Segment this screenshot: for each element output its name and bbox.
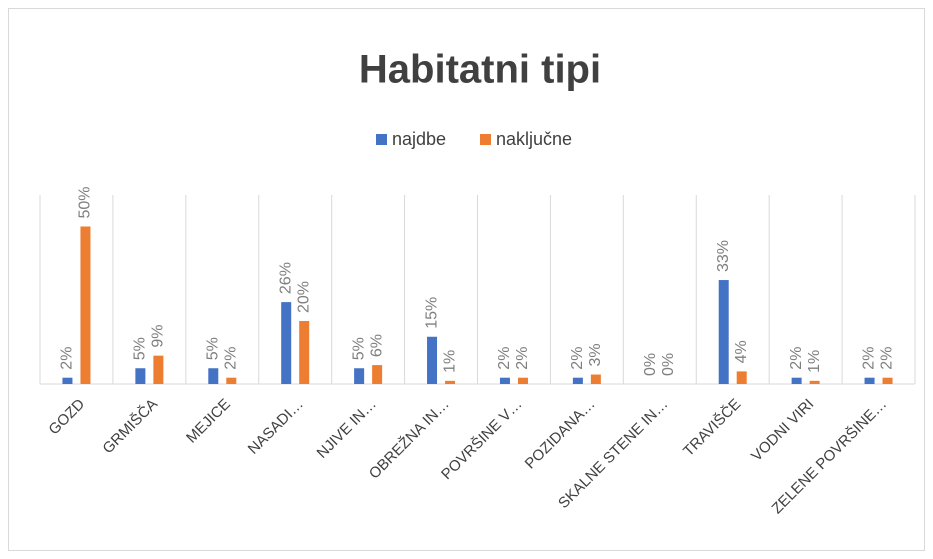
data-label: 1% xyxy=(806,350,823,373)
bar xyxy=(80,226,91,384)
bar xyxy=(62,377,73,384)
chart-border xyxy=(8,8,925,551)
bar xyxy=(718,280,729,384)
bar xyxy=(809,380,820,384)
data-label: 5% xyxy=(205,337,222,360)
bar xyxy=(590,374,601,384)
data-label: 50% xyxy=(77,186,94,218)
data-label: 4% xyxy=(733,340,750,363)
data-label: 2% xyxy=(788,347,805,370)
data-label: 33% xyxy=(715,240,732,272)
bar xyxy=(226,377,237,384)
bar xyxy=(864,377,875,384)
data-label: 0% xyxy=(642,353,659,376)
data-label: 1% xyxy=(441,350,458,373)
data-label: 2% xyxy=(496,347,513,370)
bar xyxy=(445,380,456,384)
bar xyxy=(427,336,438,384)
legend-label: najdbe xyxy=(392,129,446,149)
data-label: 5% xyxy=(132,337,149,360)
bar xyxy=(281,302,292,384)
data-label: 2% xyxy=(514,347,531,370)
data-label: 5% xyxy=(350,337,367,360)
data-label: 2% xyxy=(223,347,240,370)
data-label: 26% xyxy=(277,262,294,294)
chart-title: Habitatni tipi xyxy=(359,48,601,92)
bar xyxy=(135,368,146,384)
data-label: 9% xyxy=(150,325,167,348)
bar xyxy=(572,377,583,384)
bar xyxy=(208,368,219,384)
legend-label: naključne xyxy=(496,129,572,149)
bar xyxy=(517,377,528,384)
bar xyxy=(153,355,164,384)
bar xyxy=(882,377,893,384)
data-label: 3% xyxy=(587,343,604,366)
data-label: 2% xyxy=(861,347,878,370)
data-label: 2% xyxy=(569,347,586,370)
bar xyxy=(372,365,383,384)
legend-swatch xyxy=(480,134,491,145)
bar xyxy=(791,377,802,384)
data-label: 0% xyxy=(660,353,677,376)
bar xyxy=(354,368,365,384)
bar xyxy=(299,321,310,384)
data-label: 15% xyxy=(423,297,440,329)
bar xyxy=(499,377,510,384)
data-label: 2% xyxy=(59,347,76,370)
data-label: 6% xyxy=(368,334,385,357)
bar xyxy=(736,371,747,384)
legend-swatch xyxy=(376,134,387,145)
data-label: 20% xyxy=(295,281,312,313)
data-label: 2% xyxy=(879,347,896,370)
